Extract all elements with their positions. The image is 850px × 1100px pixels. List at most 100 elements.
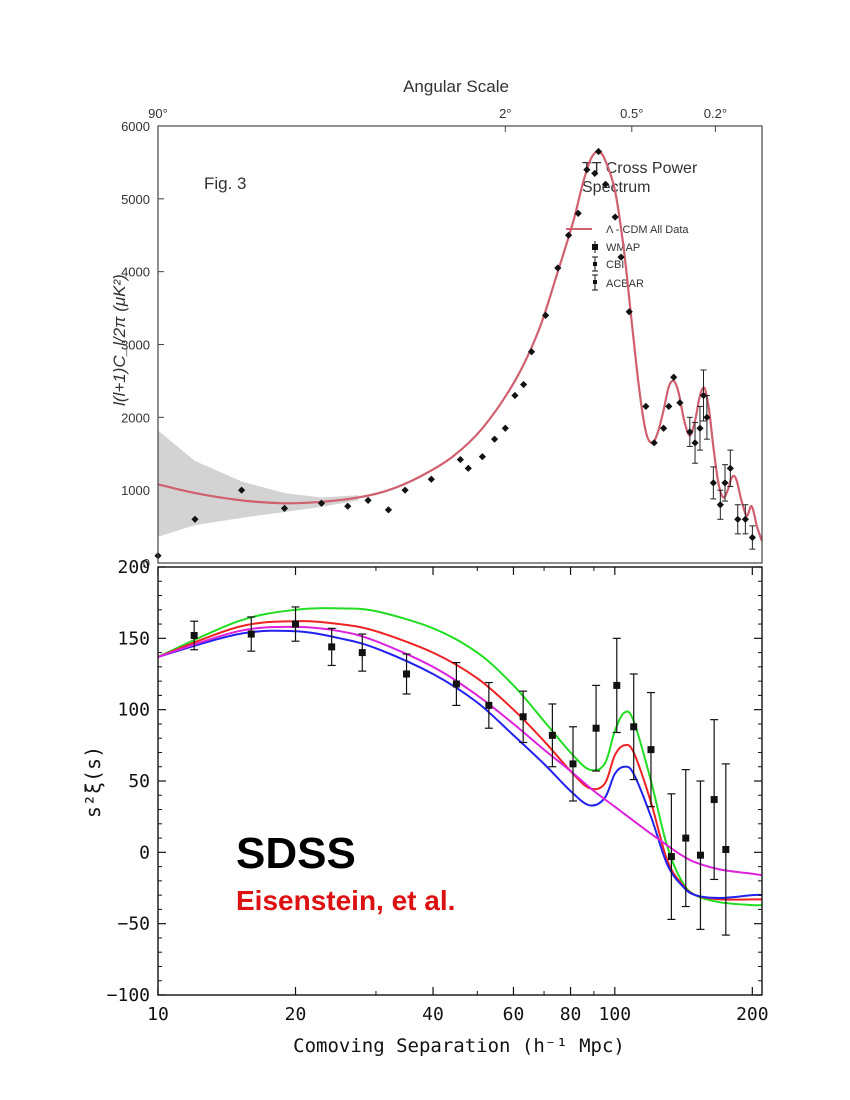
legend-entry-cbi: CBI (606, 259, 624, 271)
bottom-y-ticks: −100 −50 0 50 100 150 200 (107, 557, 762, 1006)
data-point (617, 253, 625, 261)
top-tick-label: 0.5° (620, 106, 643, 121)
data-point (452, 661, 461, 706)
data-point (238, 486, 246, 494)
data-point (642, 402, 650, 411)
data-point (364, 496, 372, 504)
data-point (691, 421, 699, 464)
bottom-y-tick-label: 150 (117, 628, 150, 649)
bottom-y-tick-label: 100 (117, 700, 150, 721)
data-point (464, 464, 472, 472)
top-y-tick-label: 1000 (121, 483, 150, 498)
data-point (542, 311, 550, 319)
data-point (191, 515, 199, 523)
top-tick-label: 0.2° (704, 106, 727, 121)
bottom-x-tick-label: 100 (599, 1004, 632, 1025)
data-point (646, 691, 655, 808)
data-point (611, 213, 619, 221)
bottom-x-tick-label: 80 (560, 1004, 582, 1025)
bottom-x-tick-label: 60 (503, 1004, 525, 1025)
data-point (601, 180, 610, 188)
data-point (741, 504, 749, 535)
data-point (612, 637, 621, 734)
data-point (591, 169, 599, 177)
data-point (699, 369, 708, 422)
legend-marker-wmap (592, 241, 598, 253)
data-point (709, 466, 717, 500)
annotation-sdss: SDSS (236, 829, 356, 878)
data-point (280, 504, 289, 512)
top-tick-label: 2° (499, 106, 511, 121)
data-point (734, 504, 742, 535)
top-y-axis-label: l(l+1)C_l/2π (μK²) (110, 274, 129, 406)
top-y-tick-label: 4000 (121, 265, 150, 280)
data-point (190, 620, 199, 651)
data-point (659, 424, 668, 432)
model-curve (157, 625, 763, 877)
data-point (594, 147, 603, 156)
data-point (721, 464, 729, 502)
data-point (564, 231, 573, 239)
data-point (629, 673, 638, 781)
data-point (401, 486, 409, 494)
bottom-y-tick-label: 200 (117, 557, 150, 578)
bottom-x-ticks: 10 20 40 60 80 100 200 (147, 567, 769, 1025)
data-point (721, 763, 730, 936)
top-y-tick-label: 5000 (121, 192, 150, 207)
data-point (358, 633, 367, 672)
top-y-tick-label: 6000 (121, 119, 150, 134)
data-point (703, 394, 711, 440)
data-point (574, 209, 582, 217)
data-point (344, 502, 352, 510)
bottom-x-axis-label: Comoving Separation (h⁻¹ Mpc) (293, 1035, 625, 1057)
cosmic-variance-band (158, 430, 359, 537)
data-point (327, 627, 336, 667)
top-y-ticks: 0 1000 2000 3000 4000 5000 6000 (121, 119, 164, 571)
data-point (667, 793, 676, 920)
bottom-y-axis-label: s²ξ(s) (81, 746, 105, 818)
legend-title-line-2: Spectrum (582, 179, 650, 196)
data-point (696, 405, 704, 451)
bottom-x-tick-label: 10 (147, 1004, 169, 1025)
data-point (710, 719, 719, 881)
data-point (686, 416, 694, 447)
annotation-fig-label: Fig. 3 (204, 174, 247, 193)
data-point (456, 455, 464, 464)
data-point (665, 402, 673, 411)
bottom-plot-area (157, 566, 763, 996)
data-point (291, 606, 300, 642)
bottom-y-tick-label: 50 (128, 771, 150, 792)
data-point (569, 726, 578, 802)
data-point (527, 348, 536, 356)
data-point (484, 681, 493, 729)
bottom-x-tick-label: 200 (736, 1004, 769, 1025)
data-point (650, 439, 658, 447)
data-point (402, 653, 411, 695)
data-point (554, 264, 562, 272)
bottom-y-tick-label: −100 (107, 985, 150, 1006)
data-point (317, 499, 326, 507)
data-point (681, 768, 690, 908)
top-y-tick-label: 2000 (121, 410, 150, 425)
top-plot-frame (157, 125, 763, 564)
top-plot-area (154, 125, 764, 564)
data-point (670, 373, 678, 381)
data-point (625, 308, 633, 316)
data-point (676, 399, 684, 407)
legend-entry-model: Λ - CDM All Data (606, 224, 689, 236)
top-y-tick-label: 3000 (121, 338, 150, 353)
data-point (501, 424, 509, 432)
annotation-eisenstein: Eisenstein, et al. (236, 885, 455, 916)
data-point (716, 489, 724, 520)
data-point (490, 435, 499, 443)
legend-marker-cbi (592, 256, 598, 272)
data-point (519, 690, 528, 744)
model-curve (157, 629, 763, 900)
bottom-y-tick-label: −50 (117, 914, 150, 935)
data-point (520, 380, 528, 389)
legend-title-line-1: TT Cross Power (582, 160, 698, 177)
data-point (478, 453, 486, 461)
cmb-power-spectrum-panel: Angular Scale 90° 2° 0.5° 0.2° Fig. 3 TT Cr… (110, 77, 764, 571)
